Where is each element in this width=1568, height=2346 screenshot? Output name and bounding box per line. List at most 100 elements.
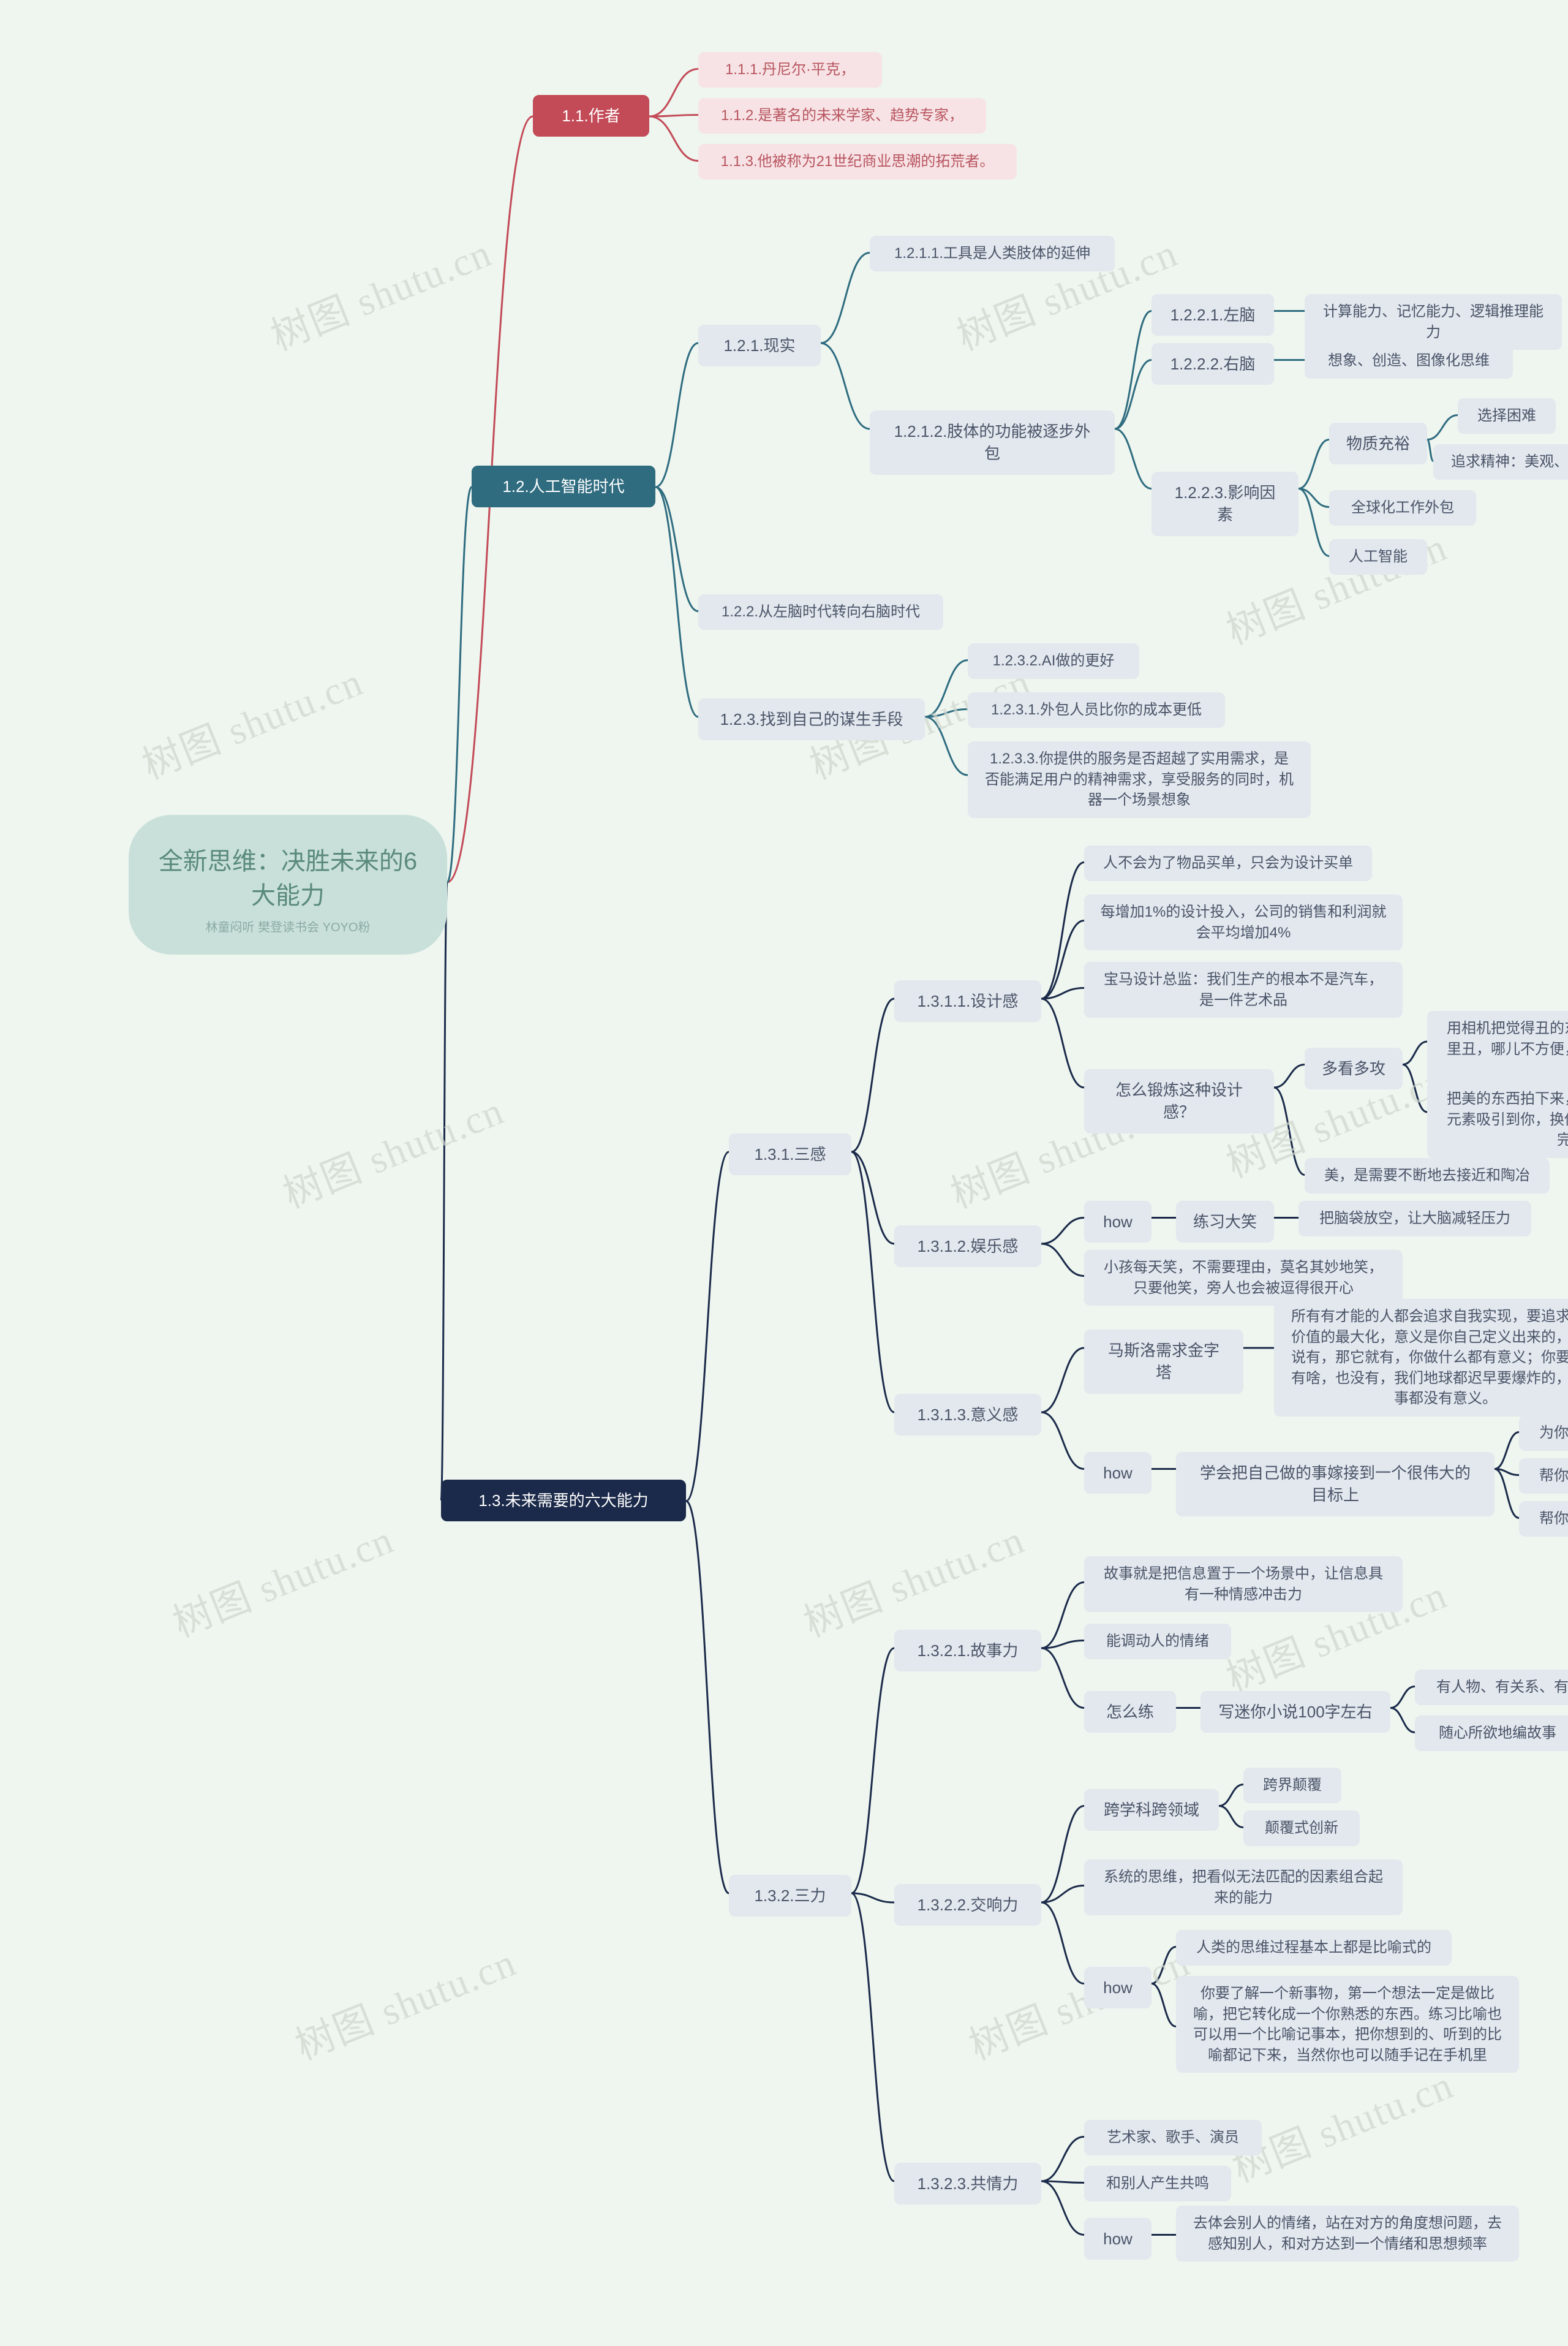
node-n1322[interactable]: 1.3.2.2.交响力 — [894, 1884, 1041, 1926]
edge — [1041, 1348, 1084, 1412]
node-j32[interactable]: 你要了解一个新事物，第一个想法一定是做比喻，把它转化成一个你熟悉的东西。练习比喻… — [1176, 1976, 1519, 2073]
node-s1[interactable]: 故事就是把信息置于一个场景中，让信息具有一种情感冲击力 — [1084, 1556, 1403, 1612]
node-m21[interactable]: 学会把自己做的事嫁接到一个很伟大的目标上 — [1176, 1452, 1494, 1516]
node-n1212[interactable]: 1.2.1.2.肢体的功能被逐步外包 — [870, 411, 1115, 475]
watermark: 树图 shutu.cn — [794, 1508, 1032, 1648]
node-g3[interactable]: how — [1084, 2218, 1152, 2260]
node-s312[interactable]: 随心所欲地编故事 — [1415, 1716, 1568, 1751]
node-n12121[interactable]: 1.2.2.1.左脑 — [1152, 294, 1274, 336]
edge — [1152, 1984, 1176, 2027]
node-j31[interactable]: 人类的思维过程基本上都是比喻式的 — [1176, 1930, 1452, 1966]
edge — [1041, 1886, 1084, 1903]
node-n13[interactable]: 1.3.未来需要的六大能力 — [441, 1480, 686, 1521]
node-m211[interactable]: 为你带去知识 — [1519, 1415, 1568, 1451]
node-n122[interactable]: 1.2.2.从左脑时代转向右脑时代 — [698, 594, 943, 630]
node-n1311[interactable]: 1.3.1.1.设计感 — [894, 980, 1041, 1022]
edge — [1041, 1218, 1084, 1244]
edge — [1494, 1469, 1519, 1475]
node-s31[interactable]: 写迷你小说100字左右 — [1200, 1691, 1390, 1733]
node-s3[interactable]: 怎么练 — [1084, 1691, 1176, 1733]
node-d42[interactable]: 美，是需要不断地去接近和陶冶 — [1305, 1158, 1550, 1194]
node-n121221[interactable]: 想象、创造、图像化思维 — [1305, 343, 1513, 379]
edge — [1298, 489, 1329, 556]
node-n1312[interactable]: 1.3.1.2.娱乐感 — [894, 1225, 1041, 1267]
root-node[interactable]: 全新思维：决胜未来的6大能力林童闷听 樊登读书会 YOYO粉 — [129, 815, 447, 955]
node-n1233[interactable]: 1.2.3.3.你提供的服务是否超越了实用需求，是否能满足用户的精神需求，享受服… — [968, 741, 1311, 818]
node-n131[interactable]: 1.3.1.三感 — [729, 1133, 851, 1175]
node-n1211[interactable]: 1.2.1.1.工具是人类肢体的延伸 — [870, 236, 1115, 271]
node-n12122[interactable]: 1.2.2.2.右脑 — [1152, 343, 1274, 385]
node-m213[interactable]: 帮你节省时间 — [1519, 1501, 1568, 1537]
node-n1321[interactable]: 1.3.2.1.故事力 — [894, 1630, 1041, 1671]
node-s311[interactable]: 有人物、有关系、有铺垫、有转折 — [1415, 1670, 1568, 1705]
node-j11[interactable]: 跨界颠覆 — [1243, 1768, 1341, 1803]
node-nglob[interactable]: 全球化工作外包 — [1329, 490, 1476, 526]
edge — [686, 1501, 729, 1893]
node-s2[interactable]: 能调动人的情绪 — [1084, 1624, 1231, 1659]
edge — [925, 709, 968, 717]
node-naiNode[interactable]: 人工智能 — [1329, 539, 1427, 575]
node-n113[interactable]: 1.1.3.他被称为21世纪商业思潮的拓荒者。 — [698, 144, 1017, 180]
node-n121[interactable]: 1.2.1.现实 — [698, 325, 821, 366]
edge — [1298, 489, 1329, 507]
node-n111[interactable]: 1.1.1.丹尼尔·平克， — [698, 52, 882, 88]
node-d41[interactable]: 多看多攻 — [1305, 1048, 1403, 1089]
node-n132[interactable]: 1.3.2.三力 — [729, 1875, 851, 1917]
edge — [851, 1648, 894, 1893]
watermark: 树图 shutu.cn — [262, 222, 499, 361]
node-j2[interactable]: 系统的思维，把看似无法匹配的因素组合起来的能力 — [1084, 1860, 1403, 1915]
node-d2[interactable]: 每增加1%的设计投入，公司的销售和利润就会平均增加4% — [1084, 895, 1403, 950]
edge — [1041, 1648, 1084, 1708]
node-g2[interactable]: 和别人产生共鸣 — [1084, 2166, 1231, 2201]
node-n12123[interactable]: 1.2.2.3.影响因素 — [1152, 472, 1298, 536]
node-n1232[interactable]: 1.2.3.2.AI做的更好 — [968, 643, 1139, 679]
edge — [1041, 1641, 1084, 1649]
edge — [1041, 2137, 1084, 2182]
edge — [851, 999, 894, 1152]
edge — [1041, 1806, 1084, 1903]
node-n12[interactable]: 1.2.人工智能时代 — [472, 466, 655, 507]
edge — [1390, 1687, 1415, 1708]
node-e1[interactable]: how — [1084, 1201, 1152, 1243]
edge — [1041, 2181, 1084, 2183]
node-d3[interactable]: 宝马设计总监：我们生产的根本不是汽车，是一件艺术品 — [1084, 962, 1403, 1018]
edge — [1041, 1902, 1084, 1984]
node-n112[interactable]: 1.1.2.是著名的未来学家、趋势专家， — [698, 98, 986, 134]
node-j3[interactable]: how — [1084, 1967, 1152, 2008]
node-nmat[interactable]: 物质充裕 — [1329, 423, 1427, 464]
edge — [1274, 1065, 1305, 1088]
node-d4[interactable]: 怎么锻炼这种设计感？ — [1084, 1069, 1274, 1133]
watermark: 树图 shutu.cn — [960, 1931, 1197, 2071]
node-m2[interactable]: how — [1084, 1452, 1152, 1494]
node-e2[interactable]: 小孩每天笑，不需要理由，莫名其妙地笑，只要他笑，旁人也会被逗得很开心 — [1084, 1250, 1403, 1306]
edge — [1427, 440, 1433, 461]
node-d412[interactable]: 把美的东西拍下来，哪个点打动了你，哪个元素吸引到你，换你设计，怎么设计还可以完美… — [1427, 1081, 1568, 1158]
node-n1231[interactable]: 1.2.3.1.外包人员比你的成本更低 — [968, 692, 1225, 728]
node-e11[interactable]: 练习大笑 — [1176, 1201, 1274, 1243]
node-m11[interactable]: 所有有才能的人都会追求自我实现，要追求自我价值的最大化，意义是你自己定义出来的，… — [1274, 1299, 1568, 1417]
edge — [1041, 1412, 1084, 1469]
node-j1[interactable]: 跨学科跨领域 — [1084, 1789, 1219, 1831]
node-j12[interactable]: 颠覆式创新 — [1243, 1811, 1360, 1846]
node-m212[interactable]: 帮你快速学习 — [1519, 1458, 1568, 1494]
node-m1[interactable]: 马斯洛需求金字塔 — [1084, 1330, 1243, 1394]
edge — [649, 115, 698, 117]
root-subtitle: 林童闷听 樊登读书会 YOYO粉 — [156, 919, 420, 936]
edge — [1041, 2181, 1084, 2235]
node-n1323[interactable]: 1.3.2.3.共情力 — [894, 2163, 1041, 2204]
edge — [1219, 1806, 1243, 1828]
edge — [851, 1152, 894, 1244]
node-d1[interactable]: 人不会为了物品买单，只会为设计买单 — [1084, 846, 1372, 881]
node-nmat1[interactable]: 选择困难 — [1458, 398, 1556, 434]
edge — [1390, 1708, 1415, 1733]
node-n123[interactable]: 1.2.3.找到自己的谋生手段 — [698, 698, 925, 740]
node-d411[interactable]: 用相机把觉得丑的东西拍下来，想象到底哪里丑，哪儿不方便，换做你，你会设计成什么样 — [1427, 1011, 1568, 1088]
edge — [821, 253, 870, 344]
node-g31[interactable]: 去体会别人的情绪，站在对方的角度想问题，去感知别人，和对方达到一个情绪和思想频率 — [1176, 2206, 1519, 2261]
node-e111[interactable]: 把脑袋放空，让大脑减轻压力 — [1298, 1201, 1531, 1236]
node-n121211[interactable]: 计算能力、记忆能力、逻辑推理能力 — [1305, 294, 1562, 350]
node-n1313[interactable]: 1.3.1.3.意义感 — [894, 1394, 1041, 1436]
node-nmat2[interactable]: 追求精神：美观、品质、款式 — [1433, 444, 1568, 480]
node-g1[interactable]: 艺术家、歌手、演员 — [1084, 2120, 1262, 2155]
node-n11[interactable]: 1.1.作者 — [533, 95, 649, 137]
